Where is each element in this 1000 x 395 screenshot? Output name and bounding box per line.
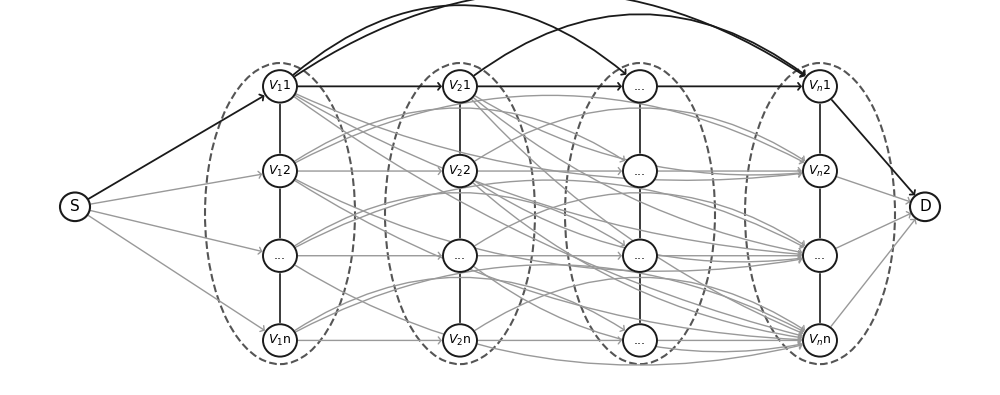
Ellipse shape: [263, 155, 297, 187]
Ellipse shape: [263, 239, 297, 272]
Text: ...: ...: [634, 249, 646, 262]
Text: $V_2$2: $V_2$2: [448, 164, 472, 179]
Text: S: S: [70, 199, 80, 214]
Text: $V_1$1: $V_1$1: [268, 79, 292, 94]
Text: ...: ...: [454, 249, 466, 262]
Ellipse shape: [443, 70, 477, 103]
Ellipse shape: [623, 70, 657, 103]
Ellipse shape: [263, 70, 297, 103]
Text: ...: ...: [634, 334, 646, 347]
Ellipse shape: [803, 239, 837, 272]
Ellipse shape: [803, 155, 837, 187]
Ellipse shape: [443, 239, 477, 272]
Text: ...: ...: [814, 249, 826, 262]
Ellipse shape: [803, 324, 837, 357]
Ellipse shape: [910, 192, 940, 221]
Text: ...: ...: [634, 80, 646, 93]
Text: $V_2$n: $V_2$n: [448, 333, 472, 348]
Ellipse shape: [623, 324, 657, 357]
Ellipse shape: [443, 324, 477, 357]
Text: $V_n$n: $V_n$n: [808, 333, 832, 348]
Text: ...: ...: [634, 165, 646, 177]
Text: ...: ...: [274, 249, 286, 262]
Ellipse shape: [263, 324, 297, 357]
Ellipse shape: [60, 192, 90, 221]
Ellipse shape: [623, 155, 657, 187]
Ellipse shape: [803, 70, 837, 103]
Text: D: D: [919, 199, 931, 214]
Text: $V_1$n: $V_1$n: [268, 333, 292, 348]
Text: $V_2$1: $V_2$1: [448, 79, 472, 94]
Text: $V_n$1: $V_n$1: [808, 79, 832, 94]
Ellipse shape: [623, 239, 657, 272]
Ellipse shape: [443, 155, 477, 187]
Text: $V_1$2: $V_1$2: [268, 164, 292, 179]
Text: $V_n$2: $V_n$2: [808, 164, 832, 179]
